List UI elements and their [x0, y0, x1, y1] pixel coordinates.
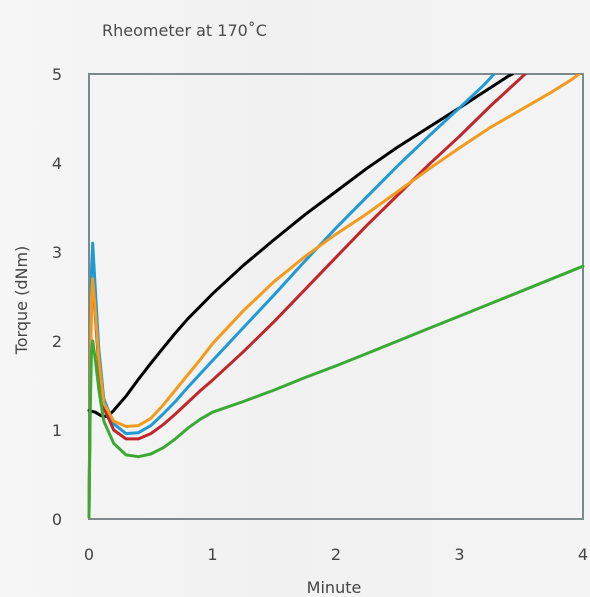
y-axis-ticks: 0 1 2 3 4 5: [52, 65, 62, 529]
x-tick-label: 4: [578, 545, 588, 564]
y-tick-label: 3: [52, 243, 62, 262]
plot-area-frame: [88, 73, 584, 520]
x-tick-label: 3: [454, 545, 464, 564]
series-line-3: [87, 74, 527, 512]
x-axis-ticks: 0 1 2 3 4: [84, 545, 588, 564]
chart-title: Rheometer at 170˚C: [102, 21, 267, 40]
x-tick-label: 0: [84, 545, 94, 564]
series-line-5: [87, 264, 585, 519]
series-line-2: [87, 74, 496, 512]
y-tick-label: 1: [52, 421, 62, 440]
x-tick-label: 1: [207, 545, 217, 564]
y-tick-label: 0: [52, 510, 62, 529]
x-tick-label: 2: [331, 545, 341, 564]
series-line-1: [87, 74, 515, 419]
x-axis-label: Minute: [307, 578, 362, 597]
series-line-4: [87, 74, 581, 512]
y-tick-label: 5: [52, 65, 62, 84]
y-axis-label: Torque (dNm): [12, 246, 31, 356]
y-tick-label: 4: [52, 154, 62, 173]
series-layer: [87, 74, 585, 519]
y-tick-label: 2: [52, 332, 62, 351]
